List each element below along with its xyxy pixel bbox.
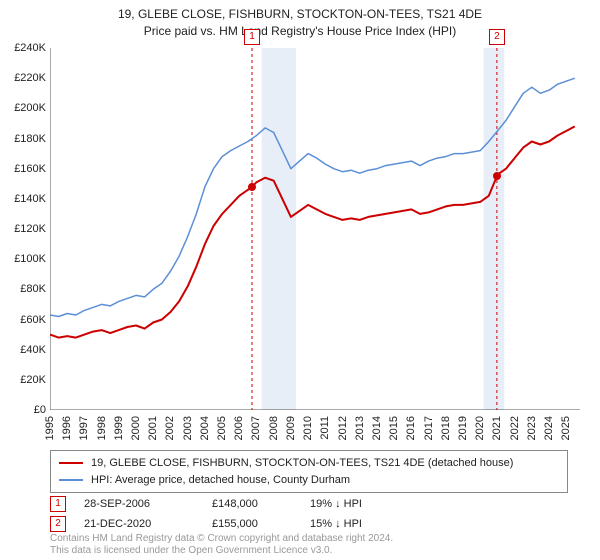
x-tick-label: 2008 — [268, 416, 280, 440]
x-tick-label: 2012 — [337, 416, 349, 440]
sale-marker-2: 2 — [50, 516, 66, 532]
x-tick-label: 2009 — [285, 416, 297, 440]
legend-label-property: 19, GLEBE CLOSE, FISHBURN, STOCKTON-ON-T… — [91, 455, 513, 472]
legend-item-hpi: HPI: Average price, detached house, Coun… — [59, 472, 559, 489]
chart-area: £0£20K£40K£60K£80K£100K£120K£140K£160K£1… — [50, 48, 580, 410]
x-tick-label: 2010 — [302, 416, 314, 440]
x-tick-label: 2017 — [423, 416, 435, 440]
x-tick-label: 2022 — [509, 416, 521, 440]
chart-marker-1: 1 — [244, 29, 260, 45]
y-tick-label: £180K — [2, 133, 46, 145]
x-tick-label: 2018 — [440, 416, 452, 440]
x-tick-label: 2024 — [543, 416, 555, 440]
x-tick-label: 2001 — [147, 416, 159, 440]
legend-box: 19, GLEBE CLOSE, FISHBURN, STOCKTON-ON-T… — [50, 450, 568, 493]
y-tick-label: £200K — [2, 102, 46, 114]
x-tick-label: 1996 — [61, 416, 73, 440]
legend-label-hpi: HPI: Average price, detached house, Coun… — [91, 472, 350, 489]
x-tick-label: 2004 — [199, 416, 211, 440]
legend-swatch-property — [59, 462, 83, 464]
x-tick-label: 2007 — [250, 416, 262, 440]
y-tick-label: £160K — [2, 163, 46, 175]
sale-dot — [493, 172, 501, 180]
x-tick-label: 2014 — [371, 416, 383, 440]
sale-diff-2: 15% ↓ HPI — [310, 518, 420, 530]
x-tick-label: 2015 — [388, 416, 400, 440]
x-tick-label: 2025 — [560, 416, 572, 440]
x-tick-label: 2006 — [233, 416, 245, 440]
y-tick-label: £40K — [2, 344, 46, 356]
x-tick-label: 2013 — [354, 416, 366, 440]
x-tick-label: 1998 — [96, 416, 108, 440]
x-tick-label: 1997 — [78, 416, 90, 440]
x-tick-label: 1999 — [113, 416, 125, 440]
y-tick-label: £60K — [2, 314, 46, 326]
x-tick-label: 2019 — [457, 416, 469, 440]
legend-item-property: 19, GLEBE CLOSE, FISHBURN, STOCKTON-ON-T… — [59, 455, 559, 472]
chart-svg — [50, 48, 580, 410]
x-tick-label: 2020 — [474, 416, 486, 440]
x-tick-label: 2023 — [526, 416, 538, 440]
sale-price-2: £155,000 — [212, 518, 292, 530]
y-tick-label: £120K — [2, 223, 46, 235]
y-tick-label: £220K — [2, 72, 46, 84]
footer-attribution: Contains HM Land Registry data © Crown c… — [50, 533, 393, 557]
sale-date-1: 28-SEP-2006 — [84, 498, 194, 510]
y-tick-label: £20K — [2, 374, 46, 386]
sale-dot — [248, 183, 256, 191]
y-tick-label: £240K — [2, 42, 46, 54]
x-tick-label: 2011 — [319, 416, 331, 440]
y-tick-label: £0 — [2, 404, 46, 416]
x-tick-label: 2002 — [164, 416, 176, 440]
x-tick-label: 2021 — [491, 416, 503, 440]
legend-swatch-hpi — [59, 479, 83, 481]
sale-row-1: 1 28-SEP-2006 £148,000 19% ↓ HPI — [50, 494, 580, 514]
y-tick-label: £100K — [2, 253, 46, 265]
footer-line1: Contains HM Land Registry data © Crown c… — [50, 533, 393, 545]
sale-marker-1: 1 — [50, 496, 66, 512]
footer-line2: This data is licensed under the Open Gov… — [50, 545, 393, 557]
y-tick-label: £80K — [2, 283, 46, 295]
sale-row-2: 2 21-DEC-2020 £155,000 15% ↓ HPI — [50, 514, 580, 534]
sale-rows: 1 28-SEP-2006 £148,000 19% ↓ HPI 2 21-DE… — [50, 494, 580, 534]
title-line1: 19, GLEBE CLOSE, FISHBURN, STOCKTON-ON-T… — [0, 6, 600, 23]
x-tick-label: 1995 — [44, 416, 56, 440]
x-tick-label: 2016 — [405, 416, 417, 440]
sale-price-1: £148,000 — [212, 498, 292, 510]
chart-title-block: 19, GLEBE CLOSE, FISHBURN, STOCKTON-ON-T… — [0, 0, 600, 40]
x-tick-label: 2000 — [130, 416, 142, 440]
sale-diff-1: 19% ↓ HPI — [310, 498, 420, 510]
title-line2: Price paid vs. HM Land Registry's House … — [0, 23, 600, 40]
chart-marker-2: 2 — [489, 29, 505, 45]
x-tick-label: 2003 — [182, 416, 194, 440]
y-tick-label: £140K — [2, 193, 46, 205]
sale-date-2: 21-DEC-2020 — [84, 518, 194, 530]
x-tick-label: 2005 — [216, 416, 228, 440]
